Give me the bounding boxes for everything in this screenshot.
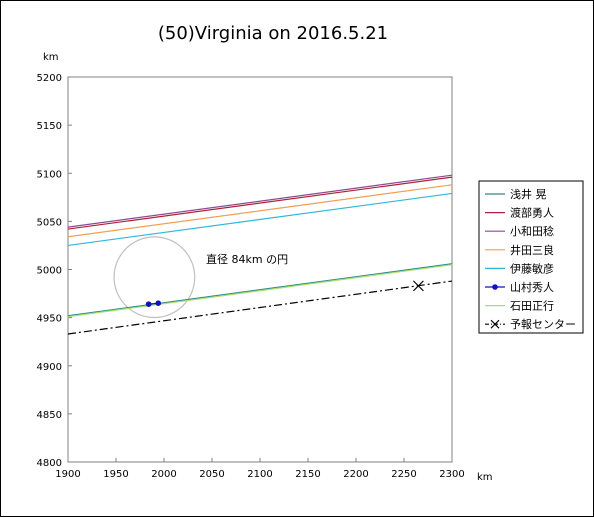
series-line-1 [67, 176, 453, 230]
series-line-4 [67, 192, 453, 247]
y-tick-label: 5150 [37, 121, 62, 132]
legend-label: 予報センター [510, 318, 576, 331]
legend-label: 山村秀人 [510, 280, 554, 294]
x-tick-label: 2250 [391, 469, 416, 480]
y-tick-label: 5100 [37, 169, 62, 180]
x-tick-label: 2100 [247, 469, 272, 480]
y-tick-label: 5200 [37, 73, 62, 84]
x-tick-label: 1950 [103, 469, 128, 480]
legend-label: 小和田稔 [510, 224, 554, 238]
legend-swatch-dot [492, 284, 498, 290]
x-tick-label: 1900 [55, 469, 80, 480]
y-tick-label: 4800 [37, 458, 62, 469]
series-point-5 [155, 300, 162, 306]
x-tick-label: 2000 [151, 469, 176, 480]
series-line-0 [67, 263, 453, 317]
y-axis-unit: km [43, 52, 59, 63]
legend-label: 石田正行 [510, 300, 554, 313]
plot-area [67, 76, 453, 463]
x-tick-label: 2050 [199, 469, 224, 480]
circle-label: 直径 84km の円 [206, 252, 288, 266]
legend-label: 伊藤敏彦 [510, 261, 554, 275]
series-line-6 [67, 264, 453, 318]
series-point-5 [145, 301, 152, 307]
y-tick-label: 4850 [37, 410, 62, 421]
series-marker-x [412, 280, 424, 292]
y-tick-label: 4900 [37, 362, 62, 373]
legend-label: 井田三良 [510, 243, 554, 257]
y-tick-label: 4950 [37, 314, 62, 325]
x-tick-label: 2200 [343, 469, 368, 480]
x-tick-label: 2300 [439, 469, 464, 480]
chart-title: (50)Virginia on 2016.5.21 [158, 23, 388, 44]
legend-box [478, 180, 584, 334]
y-tick-label: 5000 [37, 266, 62, 277]
series-line-3 [67, 184, 453, 238]
legend-label: 渡部勇人 [510, 206, 554, 220]
series-line-7 [67, 280, 453, 335]
x-axis-unit: km [477, 472, 493, 483]
size-circle [113, 236, 196, 319]
x-tick-label: 2150 [295, 469, 320, 480]
legend-label: 浅井 晃 [510, 187, 547, 201]
y-tick-label: 5050 [37, 217, 62, 228]
series-line-2 [67, 174, 453, 228]
legend-swatch-x [490, 319, 500, 329]
